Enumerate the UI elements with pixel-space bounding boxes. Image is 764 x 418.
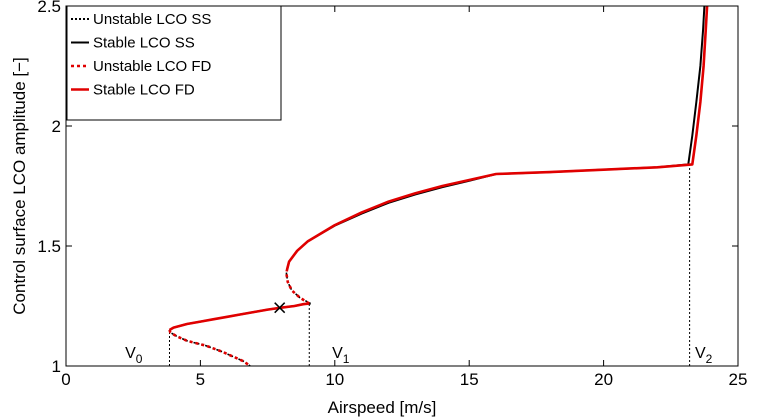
series-0-segment-0 [168,329,251,366]
series-1-segment-1 [285,6,706,271]
series-0-segment-1 [285,269,311,305]
x-tick-label: 0 [61,370,70,389]
series-group [168,6,709,366]
legend-entry: Unstable LCO SS [93,11,211,28]
y-tick-label: 1.5 [37,237,61,256]
legend-entry: Stable LCO FD [93,82,195,99]
series-3-segment-0 [168,302,310,332]
y-tick-label: 2.5 [37,0,61,16]
series-2-segment-1 [285,269,310,305]
legend-entry: Stable LCO SS [93,35,195,52]
annotation-v0: V0 [125,345,143,366]
y-axis-label: Control surface LCO amplitude [−] [10,57,29,314]
x-tick-label: 15 [460,370,479,389]
legend-box [66,5,282,121]
legend: Unstable LCO SS Stable LCO SS Unstable LCO… [66,5,282,121]
x-tick-label: 5 [196,370,205,389]
y-tick-label: 2 [52,117,61,136]
legend-entry: Unstable LCO FD [93,58,212,75]
annotation-v2: V2 [695,345,713,366]
x-tick-label: 25 [729,370,748,389]
x-tick-label: 10 [325,370,344,389]
axes: 0 5 10 15 20 25 1 1.5 2 2.5 [37,0,747,389]
axes-frame [65,5,739,367]
series-3-segment-1 [285,6,709,271]
series-2-segment-0 [168,329,251,366]
x-axis-label: Airspeed [m/s] [328,398,437,417]
x-tick-label: 20 [594,370,613,389]
x-marker [274,302,286,314]
y-tick-label: 1 [52,357,61,376]
